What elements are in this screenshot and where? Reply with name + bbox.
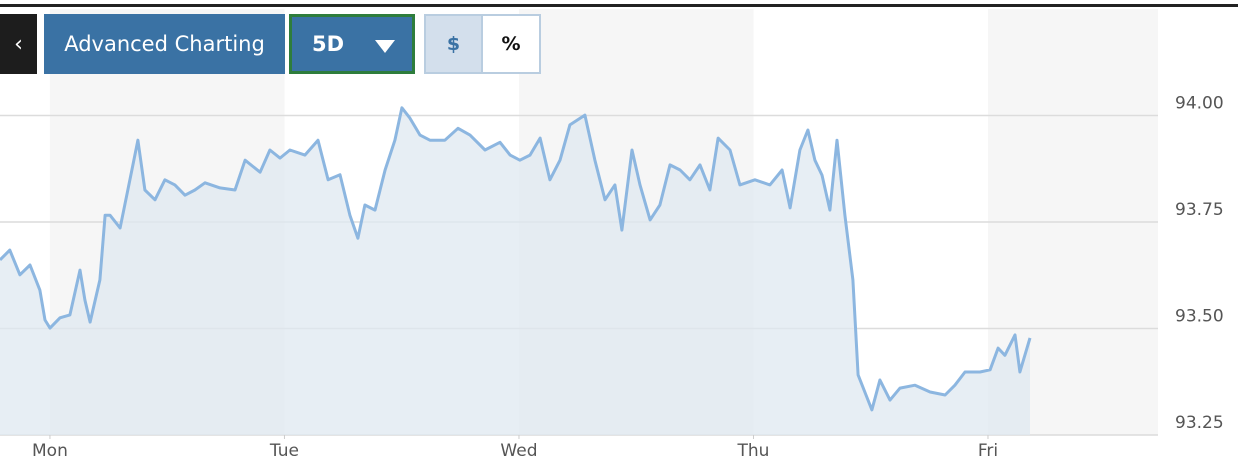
y-tick-label: 94.00 [1175, 94, 1224, 114]
back-button[interactable]: ‹ [0, 14, 37, 74]
x-tick-label: Tue [269, 441, 299, 461]
price-line [0, 106, 1032, 412]
range-label: 5D [312, 32, 345, 56]
top-rule [0, 4, 1238, 7]
y-tick-label: 93.75 [1175, 200, 1224, 220]
area-fill [0, 107, 1030, 436]
dollar-toggle[interactable]: $ [424, 14, 483, 74]
x-tick-label: Thu [737, 441, 770, 461]
advanced-charting-button[interactable]: Advanced Charting [44, 14, 285, 74]
x-tick-label: Wed [500, 441, 537, 461]
y-tick-label: 93.50 [1175, 307, 1224, 327]
percent-toggle[interactable]: % [483, 14, 541, 74]
x-tick-label: Fri [978, 441, 998, 461]
range-dropdown[interactable]: 5D [289, 14, 415, 74]
y-tick-label: 93.25 [1175, 413, 1224, 433]
dropdown-arrow [375, 40, 395, 53]
x-tick-label: Mon [32, 441, 68, 461]
